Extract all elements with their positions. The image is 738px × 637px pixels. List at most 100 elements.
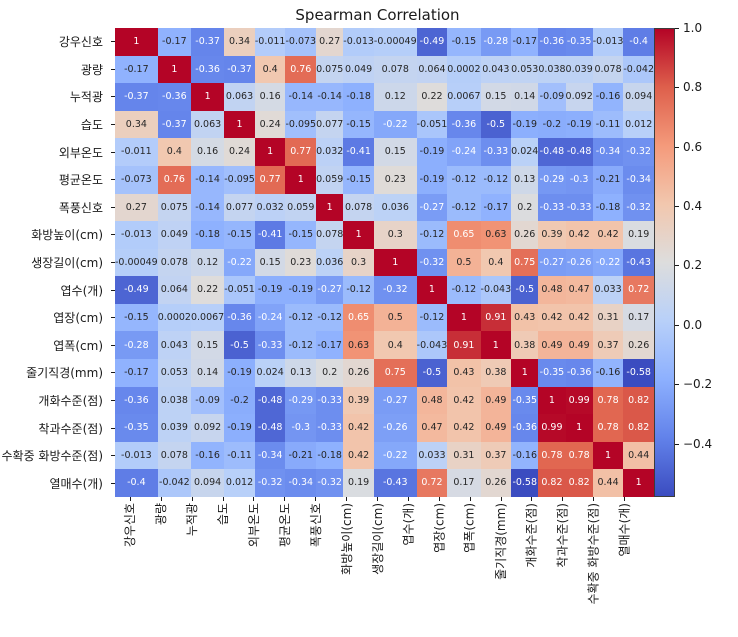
cell-value: -0.24 [257,311,283,323]
cell-value: -0.5 [422,367,442,379]
heatmap-cell: 0.078 [157,248,191,277]
heatmap-cell: -0.32 [254,469,286,497]
heatmap-cell: -0.28 [115,331,158,360]
cell-value: 0.42 [453,394,475,406]
cell-value: 0.38 [514,339,536,351]
y-tick-mark [111,138,115,166]
y-axis-label: 줄기직경(mm) [0,359,110,387]
colorbar-tick-label: 0.2 [683,258,703,273]
heatmap-cell: -0.48 [565,138,593,166]
heatmap-grid: 1 -0.17 -0.37 0.34 -0.011 -0.073 0.27 -0.013 -0.… [115,28,654,497]
cell-value: 0.063 [225,91,254,103]
cell-value: 0.4 [166,146,182,158]
cell-value: -0.36 [195,63,220,75]
y-axis-label: 개화수준(점) [0,387,110,415]
heatmap-cell: 0.26 [511,221,539,249]
cell-value: 0.42 [453,422,475,434]
heatmap-cell: -0.16 [592,83,624,111]
cell-value: -0.5 [515,284,535,296]
x-axis-label-text: 개화수준(점) [524,503,539,568]
heatmap-cell: -0.14 [316,83,344,111]
x-tick-mark [424,497,455,501]
cell-value: 0.43 [453,367,475,379]
heatmap-cell: 0.91 [447,331,481,360]
heatmap-cell: 0.65 [343,303,374,332]
cell-value: -0.17 [124,367,149,379]
heatmap-cell: 0.077 [316,110,344,139]
cell-value: 0.024 [511,146,539,158]
cell-value: -0.19 [227,367,252,379]
colorbar-gradient [654,28,675,497]
cell-value: 0.16 [197,146,219,158]
cell-value: 1 [635,477,642,489]
y-tick-mark [111,56,115,84]
heatmap-cell: -0.21 [285,441,317,470]
cell-value: 1 [605,449,612,461]
heatmap-cell: -0.16 [511,441,539,470]
cell-value: -0.15 [346,173,371,185]
y-tick-mark [111,221,115,249]
cell-value: 0.049 [160,229,188,241]
chart-title: Spearman Correlation [295,6,460,24]
heatmap-cell: 0.0002 [447,55,481,84]
cell-value: 0.43 [514,311,536,323]
cell-value: 0.19 [628,229,650,241]
cell-value: -0.043 [480,284,512,296]
heatmap-cell: -0.33 [316,414,344,442]
cell-value: 0.99 [568,394,590,406]
heatmap-cell: 0.17 [623,303,654,332]
heatmap-cell: 0.15 [190,331,225,360]
x-axis-label-text: 생장길이(cm) [370,503,385,575]
cell-value: -0.19 [288,284,314,296]
heatmap-cell: -0.36 [565,359,593,387]
heatmap-cell: -0.14 [190,193,225,222]
heatmap-cell: -0.11 [224,441,255,470]
heatmap-cell: 0.78 [592,386,624,415]
heatmap-cell: -0.12 [447,165,481,194]
cell-value: 0.033 [418,449,446,461]
x-tick-mark [115,497,146,501]
cell-value: 0.15 [197,339,219,351]
cell-value: -0.15 [451,36,477,48]
heatmap-cell: -0.32 [416,248,448,277]
heatmap-cell: 0.42 [592,221,624,249]
y-tick-mark [111,304,115,332]
heatmap-cell: 1 [565,414,593,442]
y-tick-mark [111,194,115,222]
y-axis-label-text: 외부온도 [58,145,103,160]
heatmap-cell: 1 [190,83,225,111]
heatmap-cell: -0.26 [373,414,417,442]
cell-value: 0.094 [193,477,222,489]
heatmap-cell: -0.12 [416,221,448,249]
cell-value: -0.27 [382,394,408,406]
cell-value: -0.013 [121,449,152,461]
heatmap-cell: 0.3 [373,221,417,249]
heatmap-cell: 0.094 [623,83,654,111]
x-tick-mark [455,497,486,501]
cell-value: 0.82 [541,477,563,489]
heatmap-cell: -0.36 [190,55,225,84]
x-tick-mark [547,497,578,501]
heatmap-cell: -0.15 [447,28,481,56]
y-axis-label-text: 화방높이(cm) [31,228,103,243]
cell-value: -0.073 [285,36,317,48]
cell-value: 0.44 [597,477,619,489]
x-axis-label-text: 수확중 화방수준(점) [586,503,601,605]
cell-value: 0.26 [628,339,650,351]
cell-value: -0.32 [419,256,445,268]
heatmap-cell: 0.039 [565,55,593,84]
heatmap-cell: -0.37 [115,83,158,111]
cell-value: 0.078 [316,229,344,241]
heatmap-cell: 0.033 [592,276,624,304]
cell-value: -0.28 [483,36,509,48]
cell-value: -0.34 [288,477,314,489]
cell-value: 0.038 [538,63,566,75]
heatmap-cell: -0.37 [157,110,191,139]
cell-value: -0.00049 [373,36,417,48]
heatmap-cell: -0.32 [623,193,654,222]
colorbar-tick-mark [675,206,679,208]
cell-value: -0.073 [121,173,152,185]
cell-value: -0.16 [595,367,621,379]
heatmap-cell: 1 [447,303,481,332]
cell-value: 1 [548,394,555,406]
